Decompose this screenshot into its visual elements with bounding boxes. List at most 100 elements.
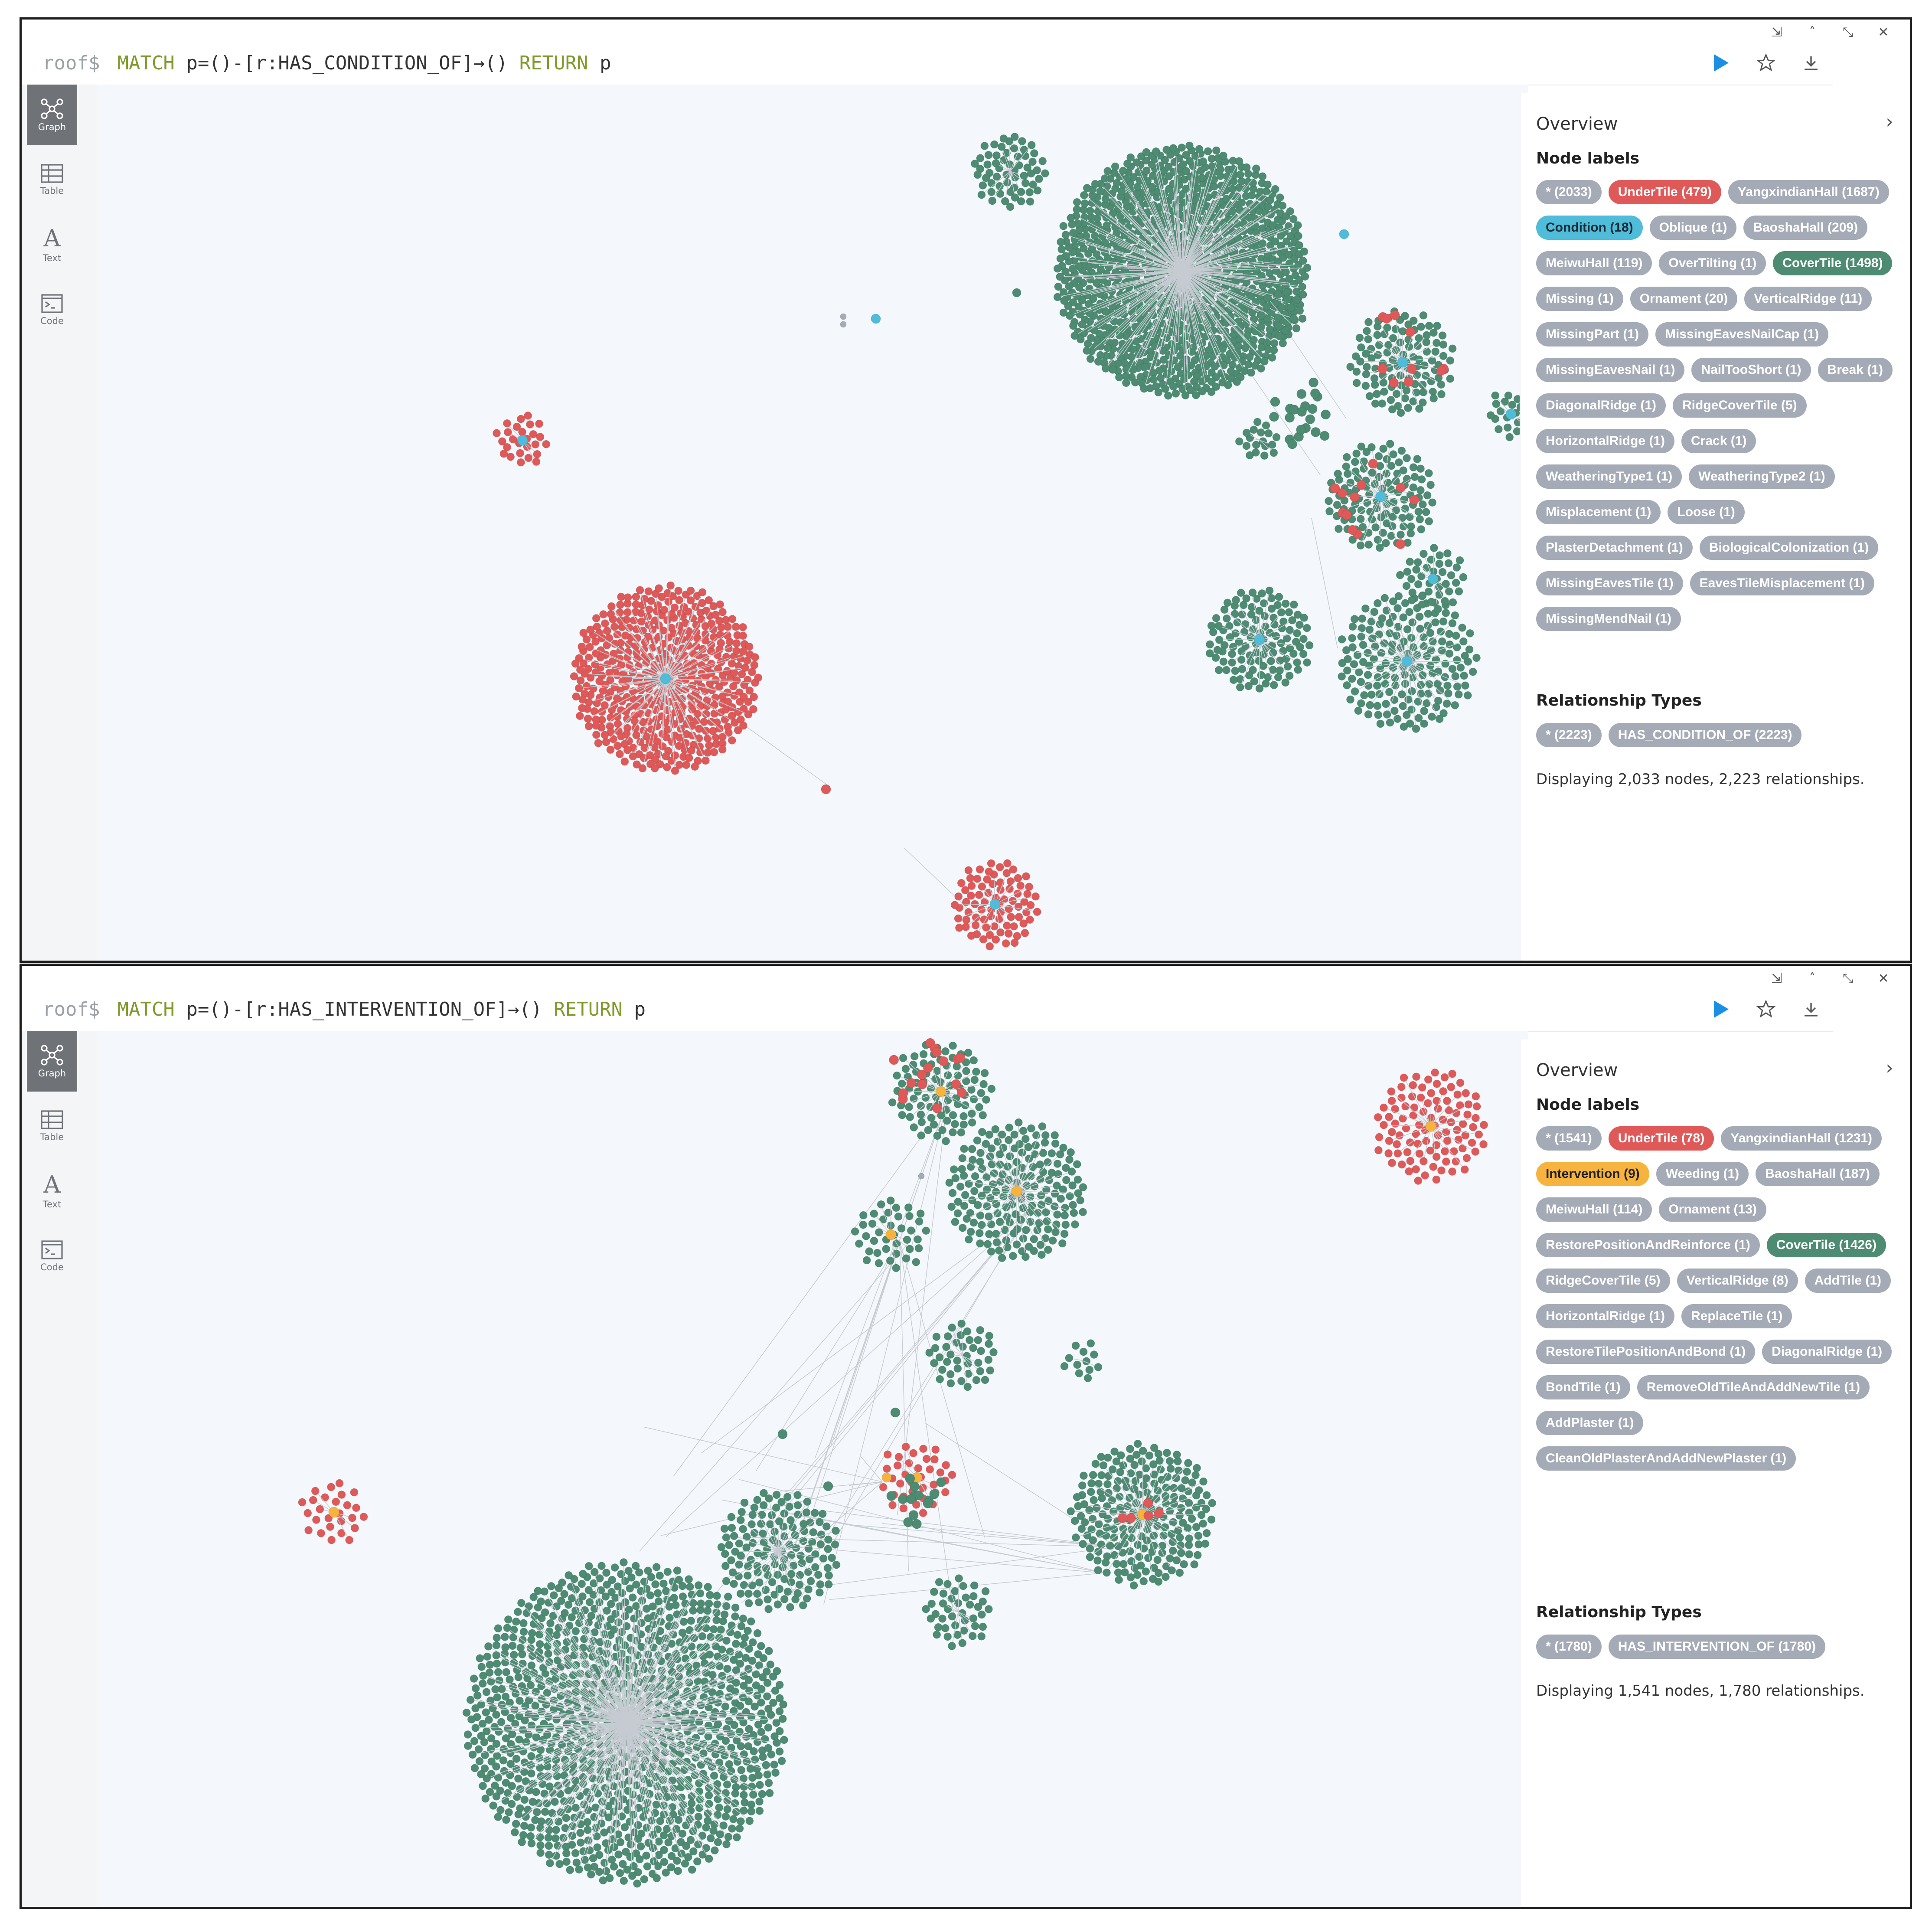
sidebar-item-graph[interactable]: Graph	[27, 1031, 77, 1092]
relationship-edge[interactable]	[1384, 362, 1403, 392]
cover-tile-node[interactable]	[1271, 185, 1279, 193]
under-tile-node[interactable]	[978, 882, 986, 891]
cover-tile-node[interactable]	[1416, 323, 1425, 331]
cover-tile-node[interactable]	[502, 1734, 510, 1743]
fullscreen-icon[interactable]: ⤡	[1843, 24, 1853, 40]
relationship-edge[interactable]	[1360, 496, 1381, 546]
cover-tile-node[interactable]	[531, 1701, 540, 1710]
cover-tile-node[interactable]	[1393, 656, 1402, 664]
cover-tile-node[interactable]	[753, 1629, 762, 1638]
cover-tile-node[interactable]	[1053, 1210, 1061, 1219]
cover-tile-node[interactable]	[1060, 1229, 1069, 1238]
cover-tile-node[interactable]	[1185, 157, 1194, 165]
cover-tile-node[interactable]	[555, 1860, 564, 1868]
cover-tile-node[interactable]	[502, 1668, 511, 1677]
cover-tile-node[interactable]	[1268, 440, 1276, 449]
cover-tile-node[interactable]	[674, 1867, 682, 1875]
cover-tile-node[interactable]	[1270, 397, 1280, 407]
cover-tile-node[interactable]	[1342, 462, 1351, 471]
under-tile-node[interactable]	[990, 922, 999, 931]
cover-tile-node[interactable]	[479, 1671, 487, 1680]
cover-tile-node[interactable]	[1356, 357, 1364, 366]
cover-tile-node[interactable]	[719, 1772, 728, 1781]
cover-tile-node[interactable]	[1274, 673, 1283, 682]
under-tile-node[interactable]	[572, 692, 581, 701]
cover-tile-node[interactable]	[1045, 1176, 1054, 1184]
cover-tile-node[interactable]	[1346, 695, 1354, 704]
cover-tile-node[interactable]	[1442, 580, 1450, 588]
cover-tile-node[interactable]	[1435, 559, 1444, 568]
cover-tile-node[interactable]	[1274, 290, 1283, 299]
cover-tile-node[interactable]	[788, 1523, 797, 1532]
cover-tile-node[interactable]	[1428, 356, 1436, 365]
cover-tile-node[interactable]	[976, 154, 985, 163]
cover-tile-node[interactable]	[822, 1522, 831, 1531]
cover-tile-node[interactable]	[796, 1551, 805, 1560]
cover-tile-node[interactable]	[1235, 157, 1243, 166]
relationship-edge[interactable]	[1060, 271, 1182, 277]
cover-tile-node[interactable]	[595, 1598, 604, 1607]
cover-tile-node[interactable]	[736, 1702, 744, 1710]
cover-tile-node[interactable]	[764, 1779, 773, 1787]
under-tile-node[interactable]	[1010, 922, 1018, 931]
cover-tile-node[interactable]	[1143, 177, 1152, 185]
cover-tile-node[interactable]	[973, 1136, 982, 1145]
relationship-edge[interactable]	[1181, 245, 1281, 271]
cover-tile-node[interactable]	[1259, 662, 1268, 670]
under-tile-node[interactable]	[987, 859, 995, 868]
under-tile-node[interactable]	[526, 420, 534, 429]
cover-tile-node[interactable]	[1178, 144, 1186, 152]
under-tile-node[interactable]	[996, 928, 1005, 937]
cover-tile-node[interactable]	[1091, 180, 1100, 188]
condition-node[interactable]	[1505, 409, 1517, 420]
cover-tile-node[interactable]	[512, 1792, 521, 1801]
cover-tile-node[interactable]	[818, 1510, 827, 1518]
cover-tile-node[interactable]	[500, 1632, 509, 1641]
cover-tile-node[interactable]	[1417, 525, 1426, 533]
cover-tile-node[interactable]	[1285, 608, 1293, 617]
cover-tile-node[interactable]	[1169, 382, 1178, 391]
under-tile-node[interactable]	[685, 754, 693, 762]
cover-tile-node[interactable]	[565, 1571, 573, 1579]
relationship-edge[interactable]	[1402, 356, 1444, 363]
cover-tile-node[interactable]	[1420, 719, 1428, 728]
label-chip[interactable]: HAS_CONDITION_OF (2223)	[1608, 723, 1802, 747]
cover-tile-node[interactable]	[811, 1563, 819, 1572]
cover-tile-node[interactable]	[1277, 608, 1286, 617]
cover-tile-node[interactable]	[1380, 639, 1388, 647]
cover-tile-node[interactable]	[535, 1630, 544, 1639]
cover-tile-node[interactable]	[1351, 687, 1359, 696]
cover-tile-node[interactable]	[726, 1647, 734, 1656]
cover-tile-node[interactable]	[1044, 1246, 1052, 1254]
cover-tile-node[interactable]	[681, 1599, 690, 1608]
label-chip[interactable]: UnderTile (479)	[1608, 180, 1721, 204]
under-tile-node[interactable]	[1407, 364, 1417, 374]
cover-tile-node[interactable]	[768, 1578, 777, 1586]
cover-tile-node[interactable]	[1017, 188, 1025, 196]
cover-tile-node[interactable]	[1389, 450, 1397, 459]
cover-tile-node[interactable]	[478, 1679, 487, 1688]
under-tile-node[interactable]	[570, 672, 578, 680]
cover-tile-node[interactable]	[1069, 1201, 1077, 1210]
cover-tile-node[interactable]	[1362, 448, 1371, 456]
relationship-edge[interactable]	[1394, 311, 1403, 363]
under-tile-node[interactable]	[967, 891, 975, 900]
cover-tile-node[interactable]	[1293, 629, 1301, 638]
cover-tile-node[interactable]	[793, 1491, 802, 1499]
relationship-edge[interactable]	[665, 678, 732, 741]
under-tile-node[interactable]	[533, 450, 542, 458]
cover-tile-node[interactable]	[1238, 665, 1247, 674]
relationship-edge[interactable]	[1181, 229, 1270, 271]
cover-tile-node[interactable]	[1140, 384, 1149, 393]
cover-tile-node[interactable]	[542, 1799, 551, 1808]
under-tile-node[interactable]	[986, 931, 994, 939]
cover-tile-node[interactable]	[978, 1128, 986, 1136]
cover-tile-node[interactable]	[1281, 326, 1290, 335]
cover-tile-node[interactable]	[1381, 539, 1390, 547]
relationship-edge[interactable]	[1181, 271, 1188, 387]
cover-tile-node[interactable]	[1302, 624, 1311, 632]
relationship-edge[interactable]	[1153, 271, 1182, 373]
cover-tile-node[interactable]	[1451, 672, 1460, 680]
cover-tile-node[interactable]	[1247, 603, 1256, 611]
relationship-edge[interactable]	[665, 633, 674, 679]
